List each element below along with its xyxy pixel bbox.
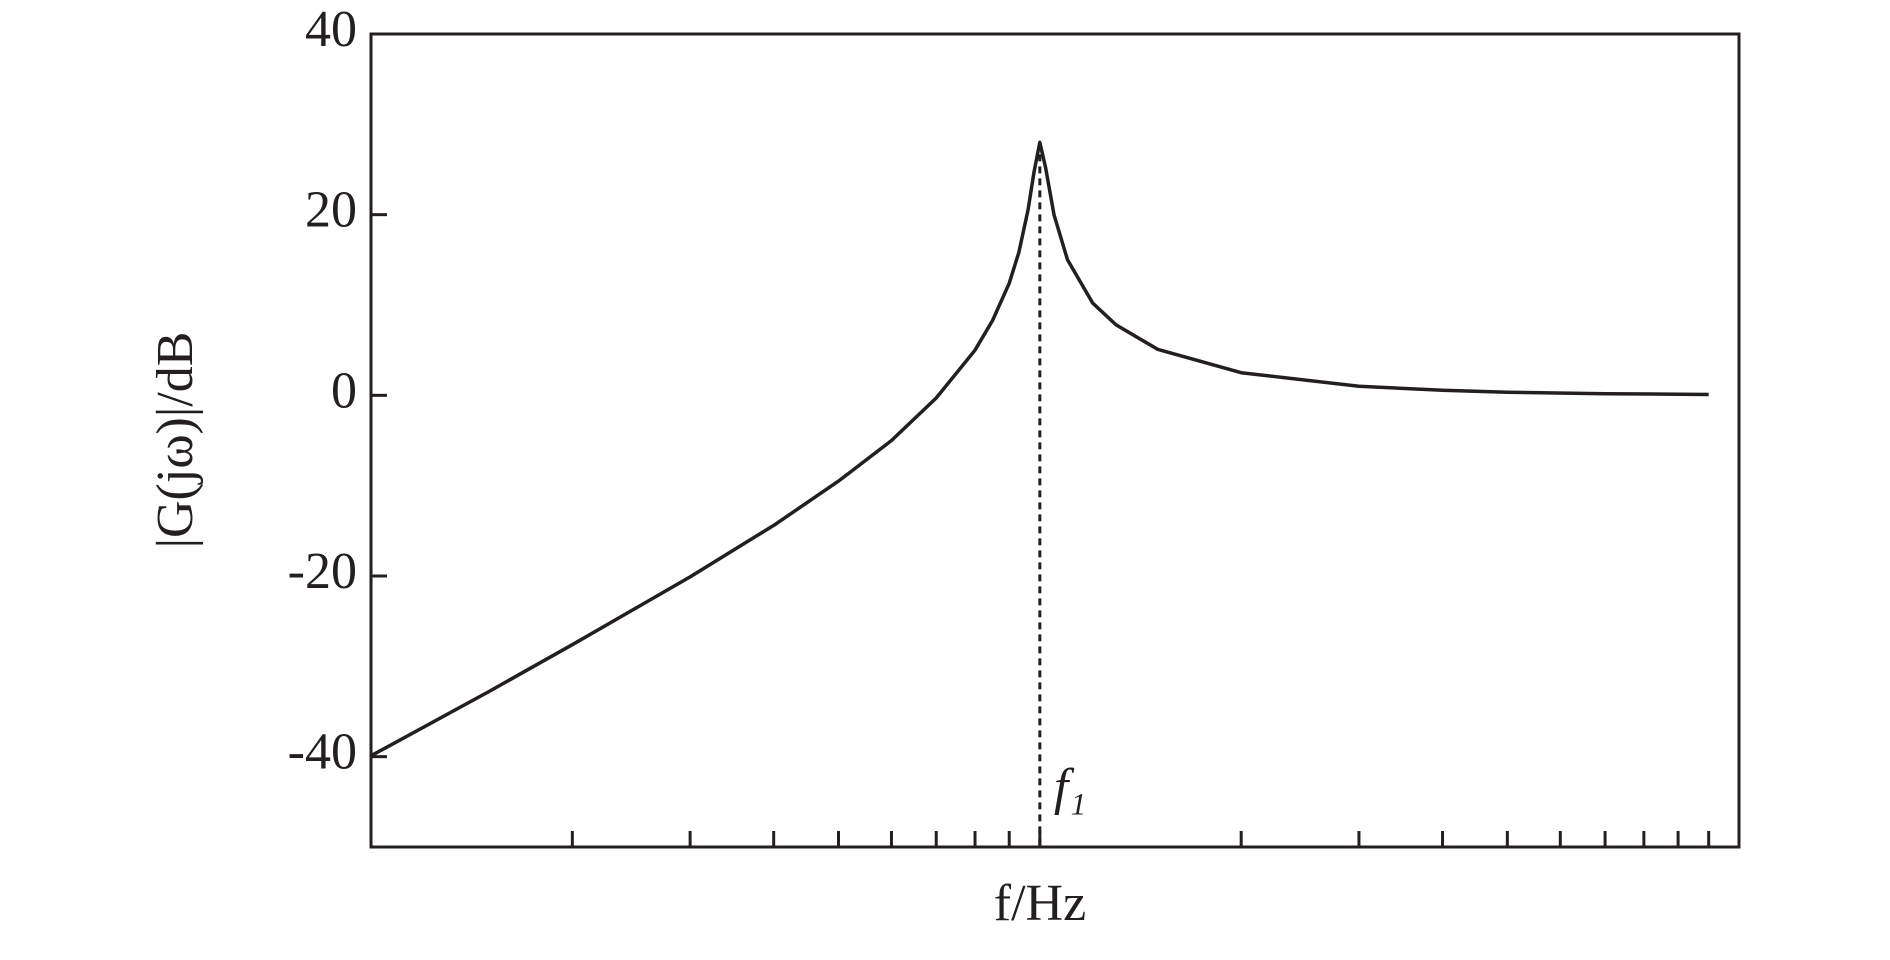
y-tick-label: -20 [288,543,357,600]
x-axis-label: f/Hz [994,875,1086,932]
y-axis-label: |G(jω)|/dB [147,332,204,549]
y-tick-label: -40 [288,724,357,781]
y-tick-label: 40 [305,1,357,58]
y-tick-label: 0 [331,362,357,419]
y-tick-label: 20 [305,182,357,239]
marker-label: f₁ [1054,759,1087,816]
curve [370,140,1709,758]
plot-frame [369,32,1741,849]
